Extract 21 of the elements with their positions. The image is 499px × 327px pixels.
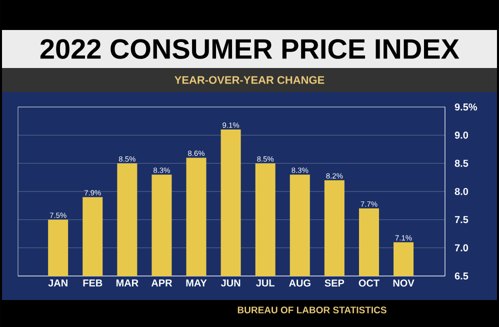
x-tick-label: MAY — [186, 280, 207, 286]
y-tick-label: 7.5 — [454, 216, 468, 224]
x-tick-label: SEP — [324, 280, 344, 287]
y-tick-label: 6.5 — [454, 272, 468, 280]
x-tick-label: OCT — [358, 280, 380, 287]
x-tick-label: JUL — [256, 280, 274, 286]
x-tick-label: JAN — [48, 280, 68, 286]
chart-title: 2022 CONSUMER PRICE INDEX — [40, 39, 460, 59]
y-tick-label: 7.0 — [454, 244, 468, 252]
y-tick-label: 9.5% — [454, 103, 478, 111]
chart-subtitle: YEAR-OVER-YEAR CHANGE — [174, 76, 324, 84]
x-tick-label: FEB — [83, 280, 102, 286]
text: BUREAU OF LABOR STATISTICS — [238, 306, 386, 314]
x-tick-label: JUN — [220, 280, 240, 286]
x-tick-label: MAR — [116, 280, 138, 286]
x-tick-label: APR — [151, 280, 172, 286]
y-tick-label: 9.0 — [454, 132, 468, 139]
x-tick-label: AUG — [289, 280, 310, 287]
y-tick-label: 8.5 — [454, 160, 468, 167]
x-tick-label: NOV — [393, 280, 414, 287]
y-tick-label: 8.0 — [454, 188, 468, 196]
